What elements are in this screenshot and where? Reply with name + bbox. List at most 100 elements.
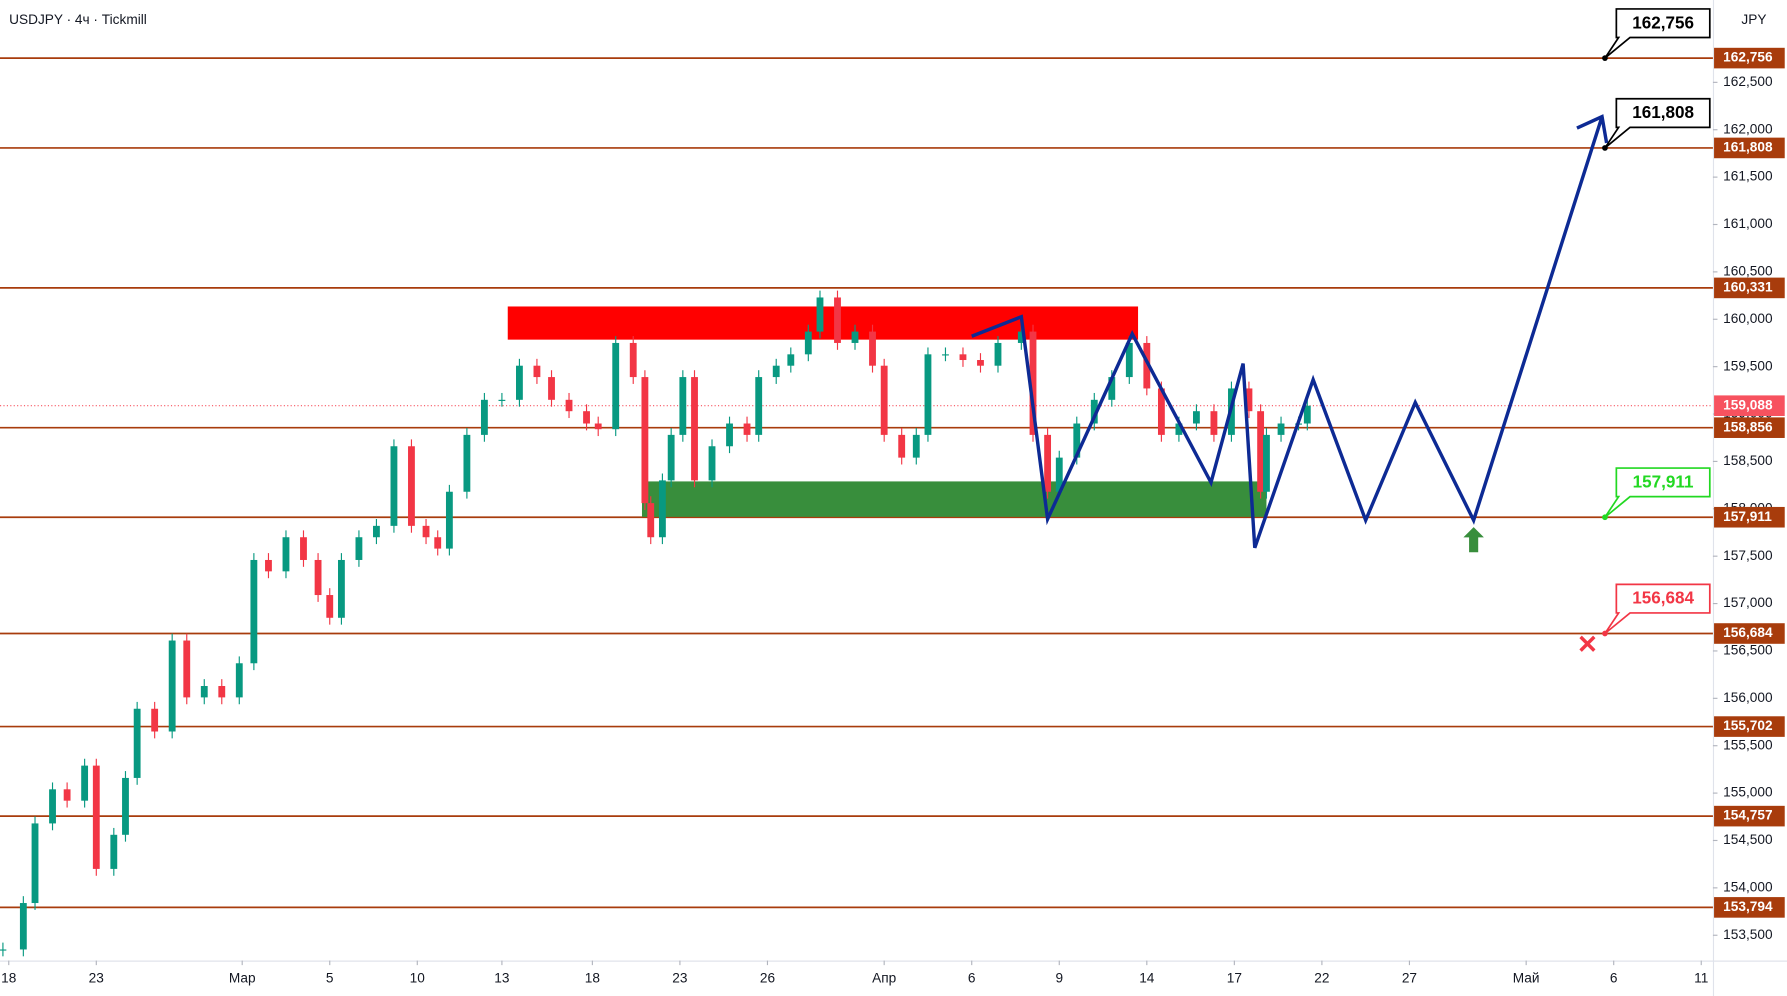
- callout-box: [1604, 583, 1711, 635]
- x-tick-label: Мар: [229, 970, 256, 985]
- candles-layer: [0, 290, 1311, 957]
- x-tick-label: 23: [672, 970, 688, 985]
- candle-body: [942, 354, 949, 356]
- x-tick-label: 23: [89, 970, 105, 985]
- candle-body: [548, 377, 555, 400]
- y-tick-label: 159,500: [1723, 358, 1773, 373]
- candle-body: [49, 789, 56, 824]
- candle-body: [92, 765, 100, 869]
- candle-body: [977, 360, 984, 366]
- candle-body: [110, 834, 118, 869]
- chart-title: USDJPY · 4ч · Tickmill: [9, 12, 147, 27]
- stop-mark: [1579, 635, 1596, 652]
- y-tick-label: 162,500: [1723, 74, 1773, 89]
- x-tick-label: 18: [1, 970, 17, 985]
- candle-body: [1044, 434, 1052, 492]
- candle-body: [122, 777, 129, 835]
- level-label-box: [1714, 716, 1785, 737]
- candle-body: [755, 377, 763, 435]
- y-tick-label: 161,000: [1723, 216, 1773, 231]
- candle-body: [1257, 411, 1265, 492]
- candle-body: [641, 377, 649, 504]
- candle-body: [390, 446, 398, 526]
- projection-arrowhead: [1576, 114, 1609, 144]
- candle-body: [880, 365, 888, 435]
- level-label-box: [1714, 47, 1785, 69]
- x-tick-label: 11: [1694, 970, 1708, 985]
- candle-body: [218, 686, 226, 698]
- level-label: 160,331: [1723, 279, 1773, 294]
- candle-body: [373, 525, 380, 538]
- level-label: 156,684: [1723, 625, 1773, 640]
- x-tick-label: 9: [1055, 970, 1063, 985]
- candle-body: [1125, 342, 1133, 378]
- candle-body: [463, 434, 471, 492]
- candle-body: [422, 525, 430, 538]
- candle-body: [612, 342, 620, 430]
- callout-box: [1604, 467, 1711, 518]
- projection-layer: 162,756 161,808 157,911 156,684: [971, 8, 1711, 652]
- candle-body: [898, 434, 906, 458]
- level-label: 161,808: [1723, 140, 1773, 155]
- candle-body: [565, 399, 573, 412]
- x-tick-label: 27: [1402, 970, 1417, 985]
- candle-body: [1090, 399, 1098, 424]
- level-label-box: [1714, 805, 1785, 827]
- candle-body: [667, 434, 675, 481]
- candle-body: [647, 503, 655, 538]
- levels-layer: [0, 57, 1713, 909]
- y-tick-label: 156,000: [1723, 690, 1773, 705]
- candle-body: [1175, 423, 1183, 435]
- candle-body: [804, 331, 812, 355]
- candle-body: [629, 342, 637, 378]
- candle-body: [1029, 331, 1037, 435]
- candle-body: [726, 423, 733, 447]
- candle-body: [869, 331, 876, 366]
- level-label-box: [1714, 623, 1785, 644]
- callout-label: 161,808: [1632, 103, 1694, 122]
- level-label: 158,856: [1723, 419, 1773, 434]
- buy-arrow: [1463, 527, 1484, 553]
- candle-body: [1303, 405, 1311, 424]
- y-tick-label: 155,500: [1723, 737, 1773, 752]
- candle-body: [1017, 331, 1025, 343]
- candle-body: [772, 365, 780, 378]
- candle-body: [1108, 377, 1116, 400]
- candle-body: [1073, 423, 1081, 458]
- y-tick-label: 153,500: [1723, 927, 1773, 942]
- y-tick-label: 162,000: [1723, 121, 1773, 136]
- zone: [641, 481, 1267, 517]
- candle-body: [408, 446, 415, 526]
- current-price-label: 159,088: [1723, 397, 1773, 412]
- x-tick-label: 14: [1139, 970, 1155, 985]
- x-tick-label: 6: [1610, 970, 1618, 985]
- candle-body: [1263, 434, 1270, 492]
- y-tick-label: 155,000: [1723, 785, 1773, 800]
- y-tick-label: 157,000: [1723, 595, 1773, 610]
- candle-body: [300, 537, 307, 560]
- candle-body: [959, 354, 967, 361]
- candle-body: [200, 686, 208, 698]
- x-tick-label: 10: [410, 970, 426, 985]
- candle-body: [445, 491, 453, 549]
- candle-body: [168, 640, 176, 732]
- callout-box: [1604, 97, 1711, 149]
- x-tick-label: Апр: [872, 970, 896, 985]
- candle-body: [498, 399, 506, 401]
- candle-body: [235, 663, 243, 698]
- callout-label: 156,684: [1632, 589, 1694, 608]
- level-label-box: [1714, 417, 1785, 438]
- y-tick-label: 161,500: [1723, 169, 1773, 184]
- candle-body: [533, 365, 541, 378]
- y-tick-label: 158,500: [1723, 453, 1773, 468]
- candle-body: [691, 377, 698, 481]
- candle-body: [658, 480, 666, 538]
- candle-body: [787, 354, 795, 366]
- candle-body: [133, 708, 141, 778]
- candle-body: [708, 446, 716, 481]
- candle-body: [912, 434, 920, 458]
- candle-body: [355, 537, 363, 560]
- x-tick-label: Май: [1513, 970, 1540, 985]
